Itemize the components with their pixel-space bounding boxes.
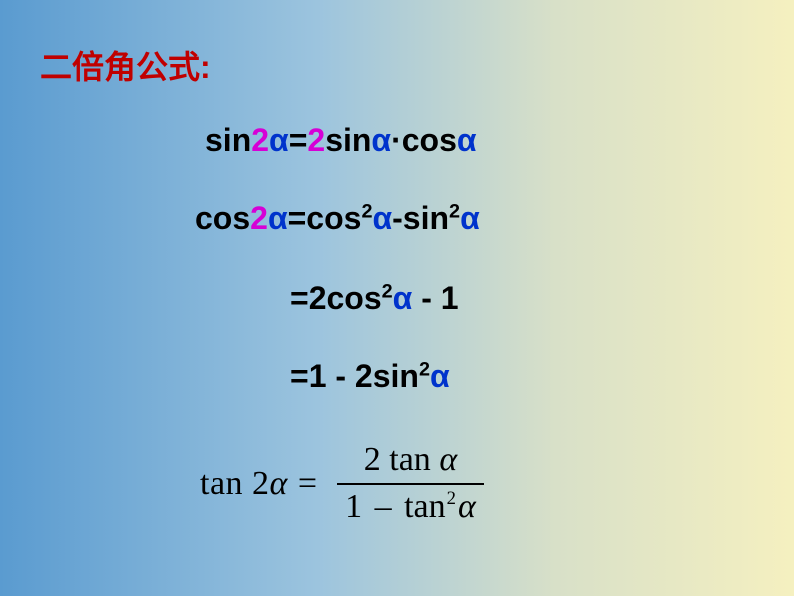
page-title: 二倍角公式: [40,42,211,88]
alpha: α [439,441,457,478]
fraction: 2 tan α 1 – tan2α [337,440,484,528]
fn-tan: tan [389,441,431,478]
alpha: α [393,280,413,316]
alpha: α [270,465,288,502]
coef-two: 2 [252,465,270,502]
minus: – [375,488,392,525]
alpha: α [430,358,450,394]
fn-sin: sin [403,200,449,236]
fn-cos: cos [402,122,457,158]
minus: - [392,200,403,236]
sup-2: 2 [361,200,372,222]
fn-sin: sin [205,122,251,158]
equals: = [289,122,308,158]
coef-two: 2 [250,200,268,236]
sup-2: 2 [447,488,456,509]
formula-sin-double: sin2α=2sinα·cosα [205,122,477,159]
equals: = [288,200,307,236]
alpha: α [269,122,289,158]
alpha: α [371,122,391,158]
sup-2: 2 [419,358,430,380]
tan-lhs: tan 2α [200,465,288,503]
equals: = [290,280,309,316]
dot: · [391,122,402,158]
fn-tan: tan [200,465,243,502]
fn-cos: cos [326,280,381,316]
alpha: α [457,122,477,158]
numerator: 2 tan α [356,440,465,483]
coef-two: 2 [251,122,269,158]
denominator: 1 – tan2α [337,485,484,528]
formula-cos-double: cos2α=cos2α-sin2α [195,200,480,237]
equals: = [290,358,309,394]
fn-cos: cos [306,200,361,236]
one: 1 [345,488,362,525]
alpha: α [458,488,476,525]
fn-sin: sin [325,122,371,158]
coef-two: 2 [309,280,327,316]
fn-cos: cos [195,200,250,236]
coef-two: 2 [355,358,373,394]
coef-two: 2 [307,122,325,158]
formula-tan-double: tan 2α = 2 tan α 1 – tan2α [200,440,484,528]
coef-two: 2 [364,441,381,478]
sup-2: 2 [382,280,393,302]
equals: = [298,465,317,503]
lead-1-minus: 1 - [309,358,355,394]
formula-cos-alt2: =1 - 2sin2α [290,358,450,395]
fn-sin: sin [373,358,419,394]
tail-minus-1: - 1 [412,280,458,316]
fn-tan: tan [404,488,446,525]
alpha: α [268,200,288,236]
sup-2: 2 [449,200,460,222]
alpha: α [460,200,480,236]
formula-cos-alt1: =2cos2α - 1 [290,280,459,317]
alpha: α [372,200,392,236]
